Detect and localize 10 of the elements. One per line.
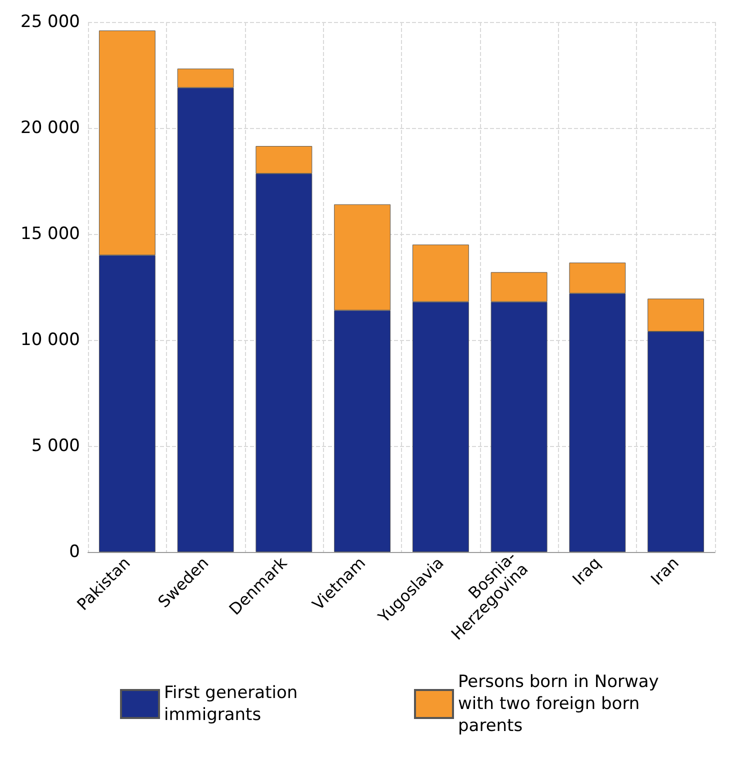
- legend-label: First generation immigrants: [164, 683, 304, 725]
- y-tick-label: 25 000: [20, 12, 80, 32]
- y-tick-label: 20 000: [20, 118, 80, 138]
- y-tick-label: 5 000: [31, 436, 80, 456]
- y-tick-label: 0: [69, 542, 80, 562]
- y-tick-label: 10 000: [20, 330, 80, 350]
- x-tick-label: Iran: [647, 553, 683, 589]
- legend-label: Persons born in Norway with two foreign born parents: [458, 672, 664, 736]
- x-tick-label: Iraq: [568, 553, 604, 589]
- y-tick-label: 15 000: [20, 224, 80, 244]
